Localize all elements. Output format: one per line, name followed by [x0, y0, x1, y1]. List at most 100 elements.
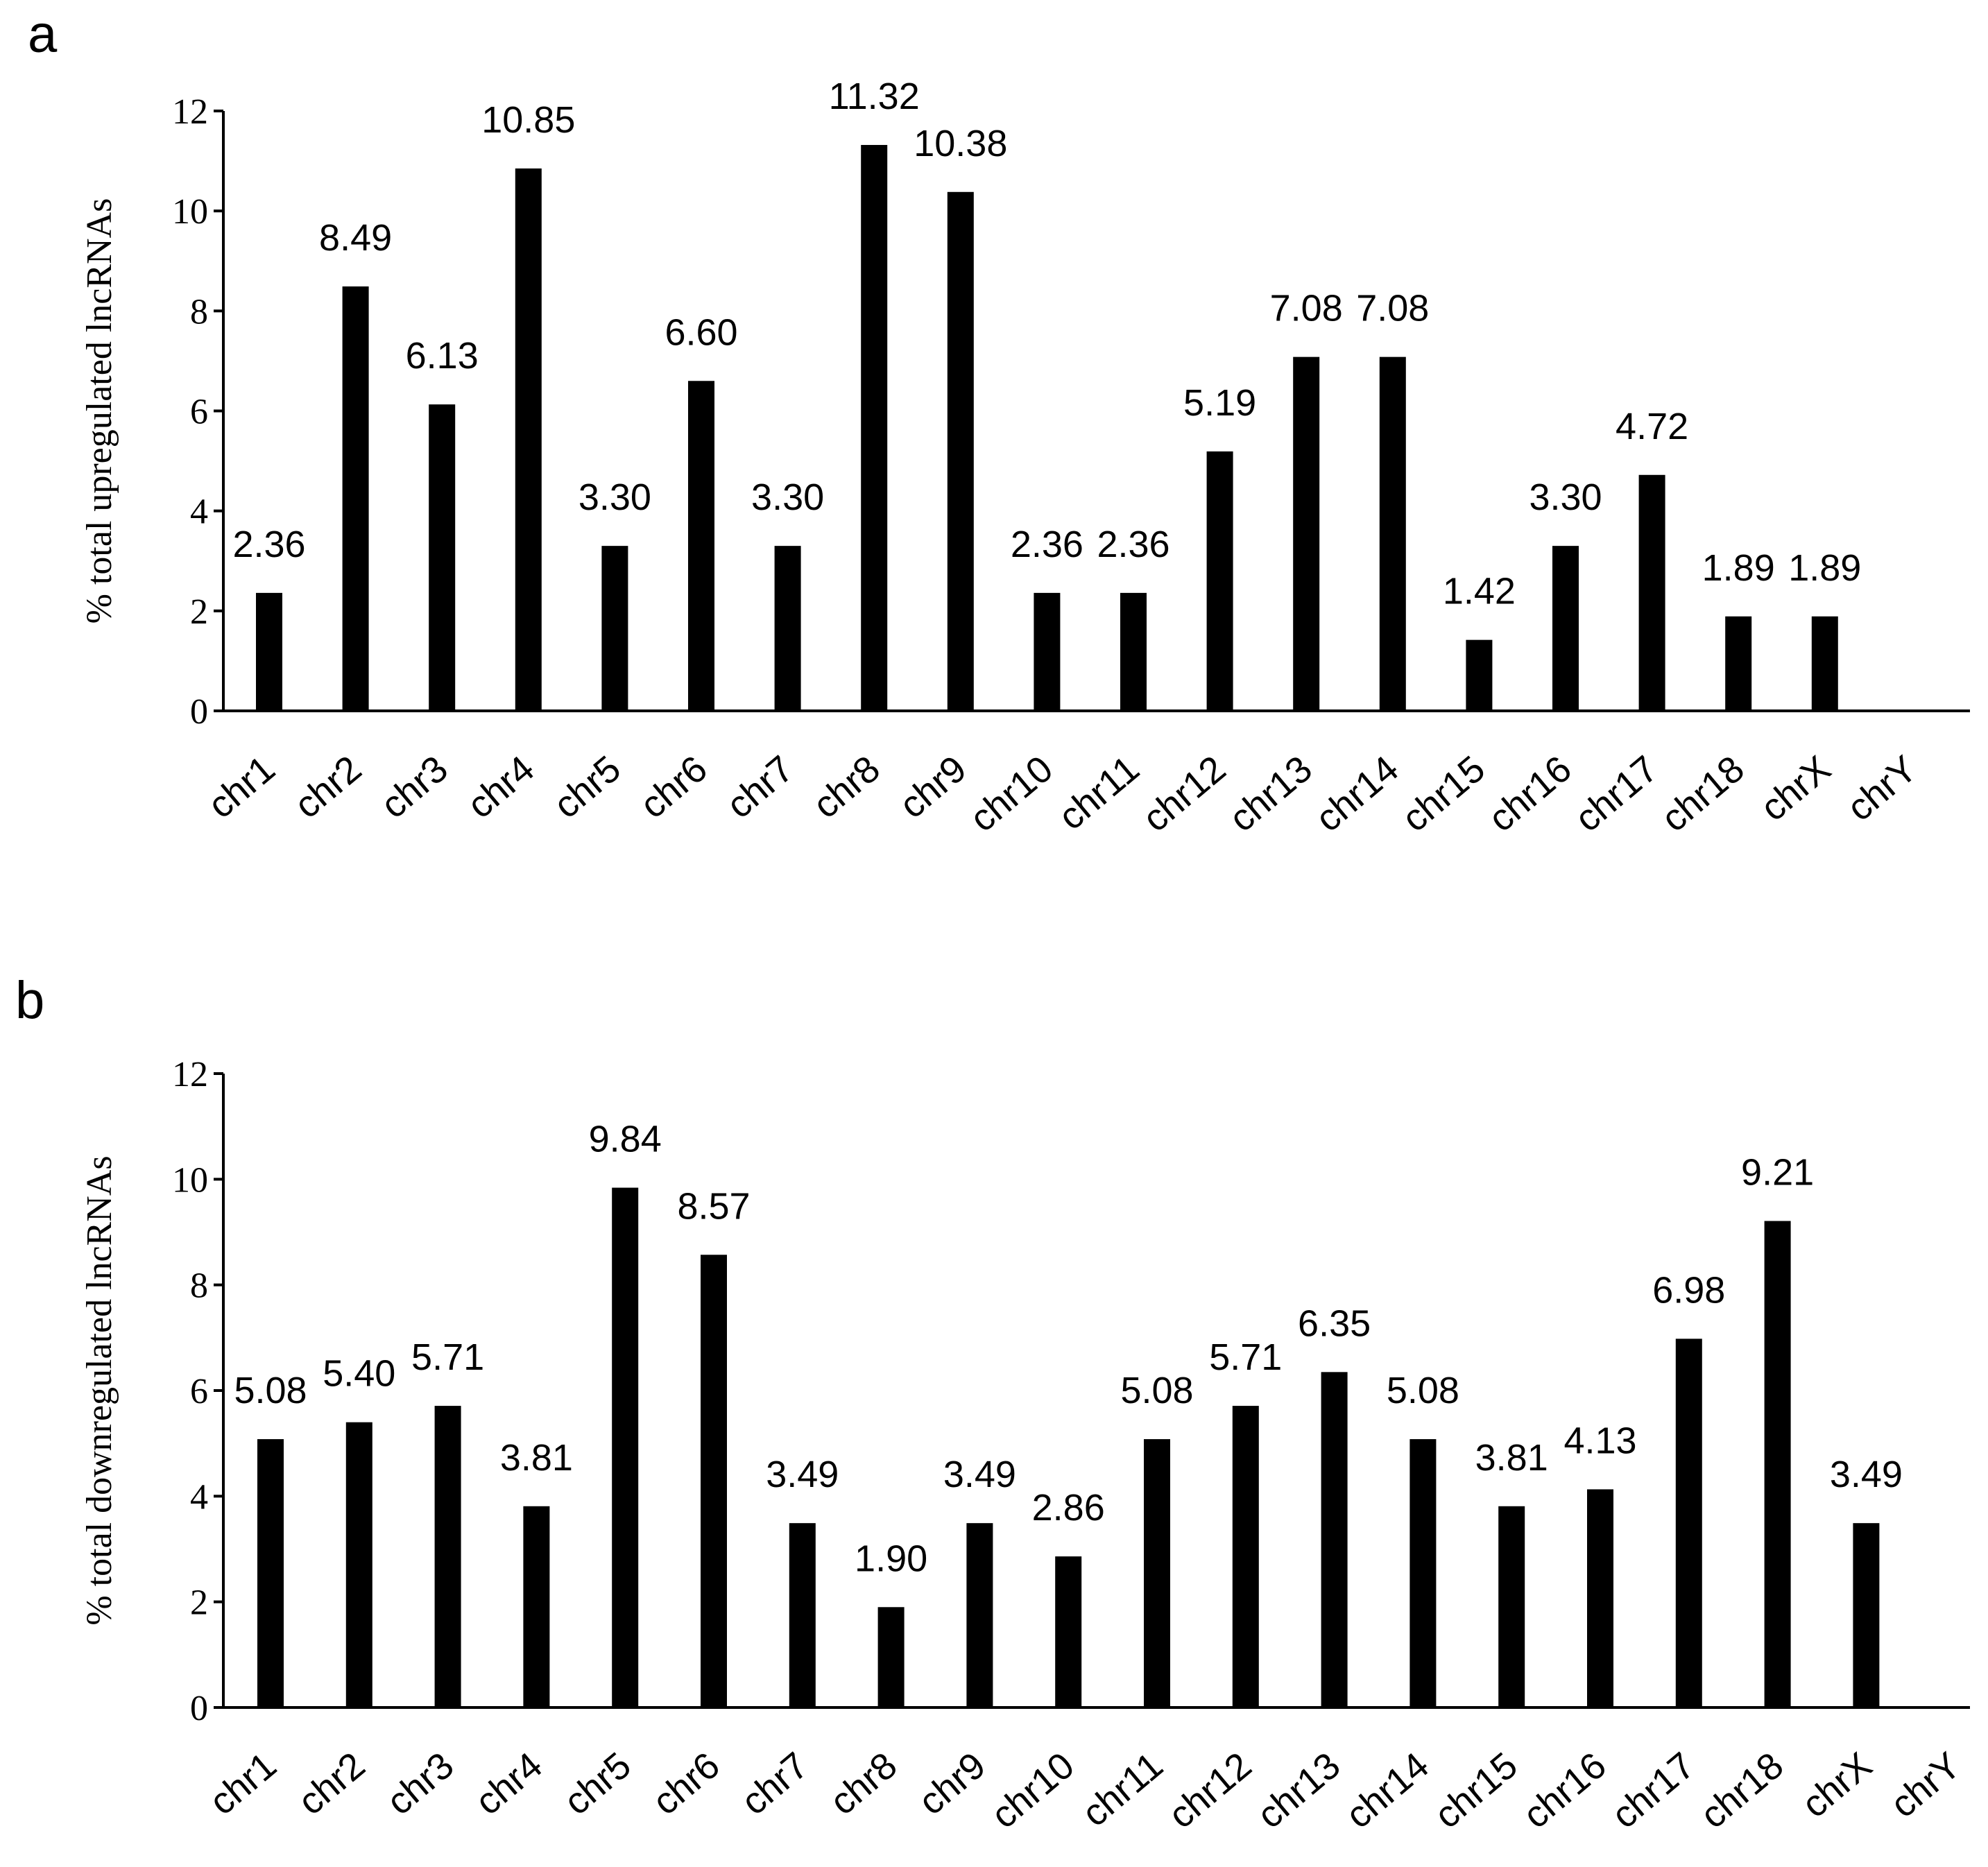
- bar-chr16: [1552, 546, 1579, 711]
- data-label-chr16: 4.13: [1563, 1420, 1636, 1461]
- data-label-chr12: 5.71: [1209, 1336, 1282, 1378]
- bar-chr5: [612, 1187, 639, 1707]
- data-label-chr4: 10.85: [481, 99, 575, 141]
- category-label-chr5: chr5: [546, 748, 628, 826]
- category-label-chrX: chrX: [1794, 1744, 1880, 1825]
- bar-chr5: [601, 546, 628, 711]
- bar-chr11: [1120, 592, 1147, 711]
- bar-chr10: [1055, 1556, 1082, 1707]
- data-label-chr8: 11.32: [829, 76, 920, 117]
- category-label-chr7: chr7: [719, 748, 801, 826]
- bar-chrX: [1853, 1523, 1880, 1707]
- data-label-chr2: 8.49: [319, 217, 392, 259]
- data-label-chr14: 5.08: [1387, 1370, 1459, 1411]
- category-label-chr4: chr4: [459, 748, 542, 826]
- bar-chr14: [1409, 1439, 1437, 1707]
- data-label-chr15: 1.42: [1443, 571, 1516, 612]
- y-tick-label: 2: [190, 1583, 208, 1623]
- data-label-chr10: 2.86: [1032, 1487, 1105, 1529]
- category-label-chr13: chr13: [1222, 748, 1320, 840]
- bar-chr7: [774, 546, 801, 711]
- category-label-chr14: chr14: [1338, 1744, 1437, 1836]
- y-tick-label: 0: [190, 692, 208, 732]
- data-label-chr7: 3.49: [766, 1454, 839, 1495]
- bar-chr18: [1725, 616, 1752, 711]
- data-label-chr6: 8.57: [677, 1185, 750, 1227]
- bar-chr6: [688, 381, 714, 711]
- bar-chr4: [515, 168, 542, 712]
- category-label-chr17: chr17: [1604, 1744, 1702, 1836]
- data-label-chr5: 9.84: [589, 1119, 662, 1160]
- bar-chr2: [345, 1422, 372, 1707]
- y-tick-label: 6: [190, 1372, 208, 1411]
- category-label-chr15: chr15: [1427, 1744, 1525, 1836]
- data-label-chr1: 2.36: [232, 524, 305, 565]
- data-label-chr11: 5.08: [1120, 1370, 1193, 1411]
- data-label-chr6: 6.60: [665, 311, 737, 353]
- data-label-chr8: 1.90: [855, 1538, 927, 1579]
- bar-chr15: [1498, 1506, 1525, 1707]
- data-label-chr3: 6.13: [406, 335, 479, 377]
- bar-chr6: [701, 1255, 727, 1707]
- y-axis-title: % total downregulated lncRNAs: [80, 1155, 119, 1625]
- y-tick-label: 12: [172, 92, 208, 132]
- category-label-chr2: chr2: [286, 748, 369, 826]
- category-label-chr17: chr17: [1567, 748, 1665, 840]
- data-label-chrX: 1.89: [1788, 547, 1861, 589]
- bar-chr15: [1466, 639, 1493, 711]
- bar-chr13: [1293, 356, 1320, 711]
- category-label-chr3: chr3: [379, 1744, 461, 1823]
- bar-chr9: [947, 191, 974, 711]
- category-label-chr16: chr16: [1481, 748, 1579, 840]
- category-label-chrY: chrY: [1883, 1744, 1969, 1825]
- category-label-chr6: chr6: [645, 1744, 728, 1823]
- bar-chrX: [1811, 616, 1838, 711]
- data-label-chr9: 10.38: [914, 123, 1007, 164]
- data-label-chr15: 3.81: [1475, 1437, 1548, 1479]
- bar-chr3: [429, 404, 456, 711]
- bar-chr12: [1232, 1406, 1259, 1707]
- bar-chr13: [1321, 1372, 1348, 1707]
- data-label-chr4: 3.81: [500, 1437, 573, 1479]
- bar-chr18: [1764, 1221, 1791, 1707]
- category-label-chr10: chr10: [984, 1744, 1082, 1836]
- bar-chr17: [1638, 474, 1665, 711]
- bar-chr17: [1675, 1339, 1702, 1707]
- bar-chr7: [789, 1523, 816, 1707]
- bar-chr4: [523, 1506, 550, 1707]
- y-tick-label: 10: [172, 1160, 208, 1200]
- category-label-chr4: chr4: [468, 1744, 550, 1823]
- category-label-chr11: chr11: [1074, 1744, 1171, 1834]
- y-tick-label: 8: [190, 292, 208, 332]
- category-label-chr8: chr8: [805, 748, 888, 826]
- category-label-chr11: chr11: [1051, 748, 1147, 838]
- category-label-chr10: chr10: [962, 748, 1061, 840]
- y-tick-label: 4: [190, 1477, 208, 1517]
- category-label-chr9: chr9: [911, 1744, 993, 1823]
- data-label-chr18: 1.89: [1702, 547, 1775, 589]
- y-tick-label: 0: [190, 1689, 208, 1728]
- panel-letter: a: [28, 5, 58, 64]
- category-label-chr3: chr3: [373, 748, 456, 826]
- category-label-chr14: chr14: [1308, 748, 1406, 840]
- data-label-chr3: 5.71: [411, 1336, 484, 1378]
- category-label-chr1: chr1: [202, 1744, 284, 1823]
- bar-chr1: [256, 592, 282, 711]
- data-label-chr12: 5.19: [1183, 382, 1256, 424]
- category-label-chr12: chr12: [1135, 748, 1233, 840]
- data-label-chr14: 7.08: [1356, 288, 1429, 329]
- data-label-chr13: 6.35: [1298, 1302, 1371, 1344]
- bar-chr9: [966, 1523, 993, 1707]
- y-tick-label: 10: [172, 192, 208, 232]
- y-axis-title: % total upregulated lncRNAs: [80, 198, 119, 624]
- category-label-chr18: chr18: [1654, 748, 1752, 840]
- category-label-chrX: chrX: [1753, 748, 1839, 829]
- data-label-chr5: 3.30: [579, 476, 651, 518]
- panel-letter: b: [15, 971, 44, 1030]
- bar-chr2: [342, 286, 369, 711]
- category-label-chr2: chr2: [290, 1744, 372, 1823]
- bar-chr14: [1379, 356, 1406, 711]
- bar-chr11: [1144, 1439, 1170, 1707]
- y-tick-label: 6: [190, 393, 208, 432]
- bar-chr10: [1034, 592, 1061, 711]
